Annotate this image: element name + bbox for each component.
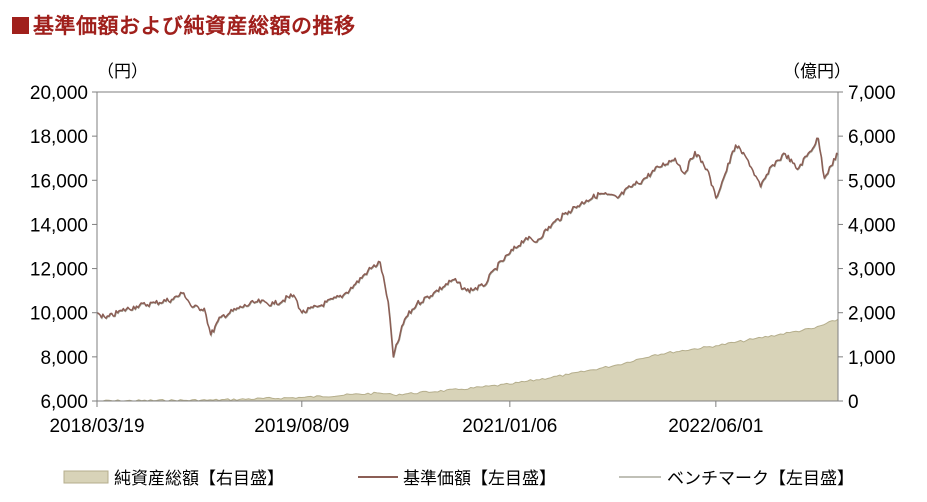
right-axis-tick-label: 4,000 [848, 215, 896, 236]
left-axis-tick-label: 8,000 [40, 348, 88, 369]
right-axis-unit: （億円） [783, 62, 851, 82]
x-axis-tick-label: 2019/08/09 [254, 416, 349, 437]
right-axis-tick-label: 1,000 [848, 348, 896, 369]
x-axis-tick-label: 2022/06/01 [668, 416, 763, 437]
right-axis-tick-label: 2,000 [848, 304, 896, 325]
right-axis-tick-label: 5,000 [848, 171, 896, 192]
x-axis-tick-label: 2018/03/19 [49, 416, 144, 437]
legend-nav-label: 基準価額【左目盛】 [403, 469, 556, 489]
net-assets-area [97, 318, 839, 402]
left-axis-unit: （円） [97, 62, 148, 82]
left-axis-tick-label: 10,000 [30, 304, 88, 325]
nav-line [96, 137, 839, 358]
chart-title: 基準価額および純資産総額の推移 [12, 10, 356, 40]
left-axis-tick-label: 16,000 [30, 171, 88, 192]
legend-assets-label: 純資産総額【右目盛】 [114, 469, 284, 489]
left-axis-tick-label: 12,000 [30, 260, 88, 281]
legend-assets-swatch [63, 470, 109, 484]
right-axis-tick-label: 6,000 [848, 127, 896, 148]
left-axis-tick-label: 6,000 [40, 392, 88, 413]
left-axis-tick-label: 14,000 [30, 215, 88, 236]
legend-benchmark-label: ベンチマーク【左目盛】 [667, 469, 854, 489]
right-axis-tick-label: 0 [848, 392, 859, 413]
x-axis-tick-label: 2021/01/06 [462, 416, 557, 437]
legend: 純資産総額【右目盛】 基準価額【左目盛】 ベンチマーク【左目盛】 [63, 469, 854, 489]
right-axis-tick-label: 3,000 [848, 260, 896, 281]
plot-frame [96, 91, 839, 402]
left-axis-tick-label: 18,000 [30, 127, 88, 148]
title-marker [12, 16, 29, 34]
left-axis-tick-label: 20,000 [30, 83, 88, 104]
right-axis-tick-label: 7,000 [848, 83, 896, 104]
title-text: 基準価額および純資産総額の推移 [33, 14, 356, 38]
